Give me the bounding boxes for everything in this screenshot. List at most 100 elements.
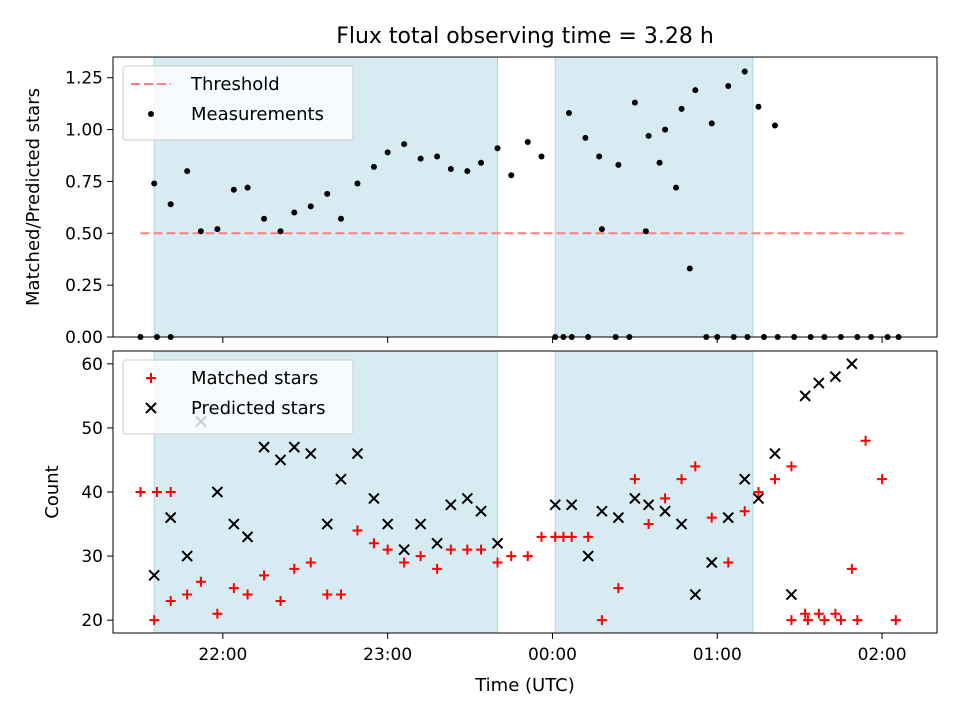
measurement-point	[307, 203, 314, 210]
y-tick-label: 30	[81, 547, 103, 567]
measurement-point	[261, 215, 268, 222]
predicted-star-marker	[722, 511, 734, 524]
matched-star-marker	[706, 512, 717, 523]
chart-title: Flux total observing time = 3.28 h	[336, 24, 714, 49]
measurement-point	[631, 99, 638, 106]
legend-box	[122, 65, 354, 141]
predicted-star-marker	[398, 543, 410, 556]
x-axis-label: Time (UTC)	[474, 675, 575, 696]
shaded-interval	[555, 351, 753, 633]
legend: Matched stars Predicted stars	[122, 359, 354, 435]
matched-star-marker	[289, 563, 300, 574]
measurement-point	[244, 184, 251, 191]
predicted-star-marker	[829, 370, 842, 383]
matched-star-marker	[135, 487, 146, 497]
measurement-point	[197, 228, 204, 235]
predicted-star-marker	[659, 505, 671, 517]
predicted-star-marker	[799, 390, 811, 402]
matched-star-marker	[583, 531, 594, 542]
matched-star-marker	[259, 570, 270, 581]
legend-label: Measurements	[191, 104, 324, 125]
predicted-star-marker	[769, 447, 781, 460]
matched-star-marker	[800, 608, 811, 619]
matched-star-marker	[613, 583, 624, 594]
predicted-star-marker	[612, 511, 625, 524]
matched-star-marker	[846, 563, 857, 574]
predicted-star-marker	[164, 511, 177, 524]
matched-star-marker	[830, 608, 841, 619]
matched-star-marker	[877, 474, 888, 485]
measurement-point	[582, 134, 589, 141]
predicted-star-marker	[491, 537, 504, 549]
predicted-star-marker	[274, 454, 287, 466]
y-tick-label: 20	[81, 611, 103, 631]
shaded-interval	[555, 57, 753, 337]
predicted-star-marker	[846, 358, 858, 370]
y-tick-label: 0.25	[65, 276, 103, 296]
predicted-star-marker	[335, 473, 347, 485]
matched-star-marker	[476, 544, 487, 555]
top-y-axis-label: Matched/Predicted stars	[23, 88, 44, 306]
predicted-star-marker	[181, 550, 193, 562]
matched-star-marker	[506, 551, 517, 562]
measurement-point	[538, 153, 545, 160]
matched-star-marker	[596, 615, 607, 626]
y-tick-label: 0.75	[65, 172, 103, 192]
measurement-point	[741, 68, 748, 75]
x-tick-label: 02:00	[858, 645, 907, 665]
measurement-point	[656, 159, 663, 166]
matched-star-marker	[860, 435, 871, 446]
matched-star-marker	[151, 487, 162, 497]
matched-star-marker	[536, 531, 547, 542]
matched-star-marker	[690, 461, 701, 472]
matched-star-marker	[322, 589, 333, 600]
matched-star-marker	[522, 551, 533, 562]
measurement-point	[384, 149, 391, 156]
predicted-star-marker	[305, 447, 317, 460]
legend-label: Predicted stars	[191, 398, 325, 419]
predicted-star-marker	[241, 531, 254, 543]
predicted-star-marker	[228, 518, 240, 530]
axes-frame	[112, 56, 938, 338]
matched-star-marker	[212, 608, 223, 619]
legend: Threshold Measurements	[122, 65, 354, 141]
measurement-point	[167, 201, 174, 208]
bottom-y-axis-label: Count	[42, 465, 63, 518]
y-tick-label: 0.50	[65, 224, 103, 244]
predicted-star-marker	[689, 588, 702, 601]
legend-matched-swatch	[146, 373, 156, 383]
x-tick-label: 01:00	[693, 645, 742, 665]
y-tick-label: 1.00	[65, 121, 103, 141]
measurement-point	[725, 83, 732, 90]
plot-panel-2: 20 30 40 50 60 22:00 23:00 00:00 01:00 02:00 Match…	[81, 350, 938, 665]
measurement-point	[151, 180, 158, 187]
x-tick-label: 00:00	[528, 645, 577, 665]
legend-label: Matched stars	[191, 368, 318, 389]
predicted-star-marker	[351, 447, 364, 460]
matched-star-marker	[165, 487, 176, 497]
measurement-point	[755, 103, 762, 110]
predicted-star-marker	[582, 550, 594, 562]
measurement-point	[464, 168, 471, 175]
matched-star-marker	[432, 563, 443, 574]
matched-star-marker	[890, 615, 901, 626]
measurement-point	[598, 226, 605, 233]
measurement-point	[478, 159, 485, 166]
matched-star-marker	[352, 525, 363, 536]
matched-star-marker	[305, 557, 316, 568]
predicted-star-marker	[211, 486, 224, 498]
predicted-star-marker	[258, 441, 270, 453]
matched-star-marker	[182, 589, 193, 600]
y-tick-label: 40	[81, 483, 103, 503]
predicted-star-marker	[414, 518, 427, 530]
matched-star-marker	[335, 589, 346, 600]
measurement-point	[771, 122, 778, 129]
predicted-star-marker	[675, 518, 688, 530]
measurement-point	[337, 215, 344, 222]
matched-star-marker	[566, 531, 577, 542]
matched-star-marker	[492, 557, 503, 568]
measurement-point	[494, 145, 501, 152]
measurement-point	[673, 184, 680, 191]
matched-star-marker	[723, 557, 734, 568]
